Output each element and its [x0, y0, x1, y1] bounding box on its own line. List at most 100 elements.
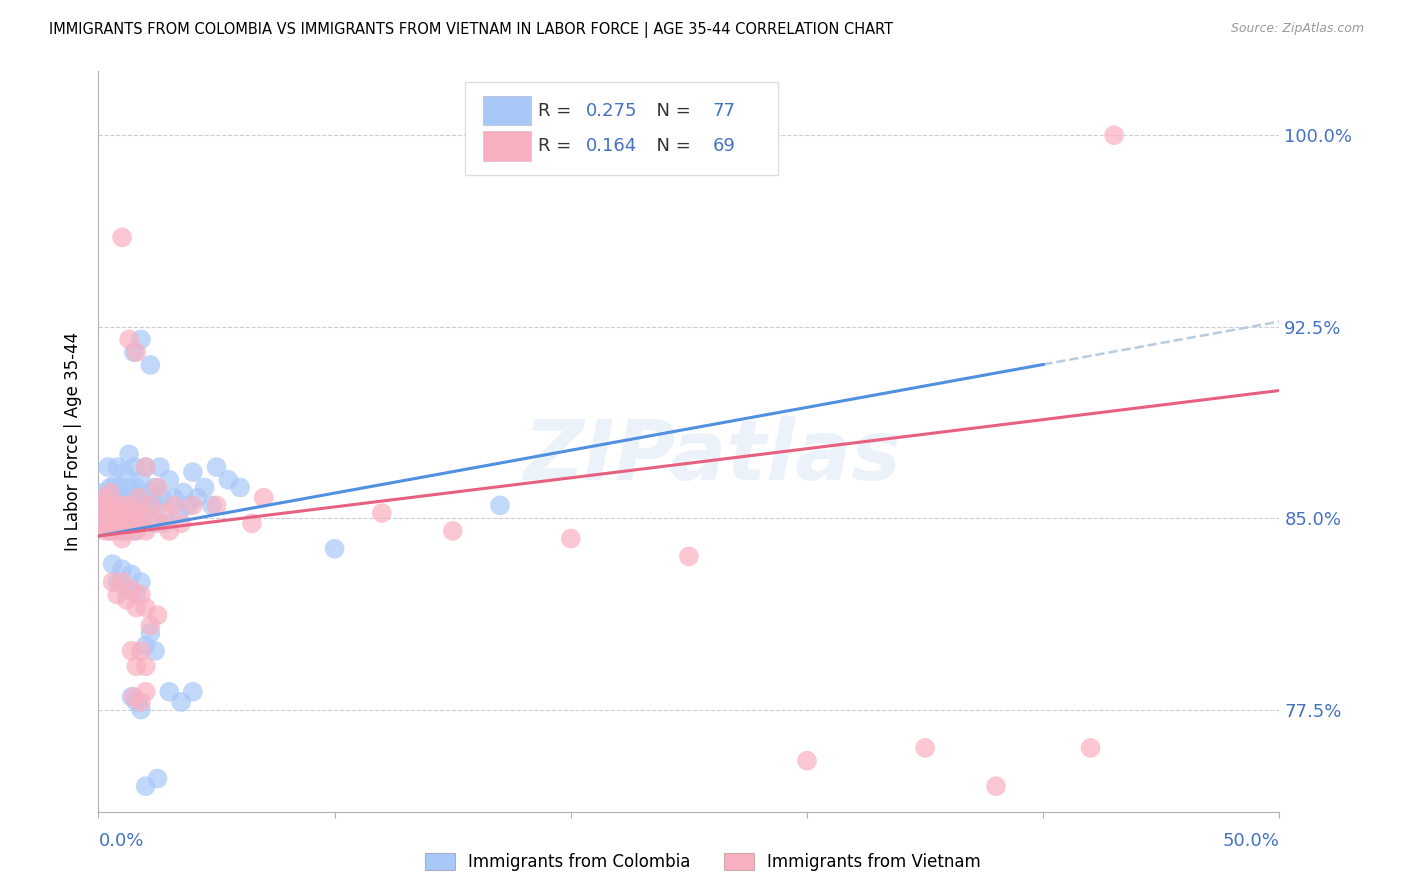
Point: [111, 524, 134, 538]
Point: [125, 600, 148, 615]
Point: [143, 481, 166, 495]
Point: [135, 779, 157, 793]
Point: [121, 516, 143, 531]
Point: [135, 659, 157, 673]
Point: [98, 481, 121, 495]
Point: [91, 499, 114, 513]
Point: [97, 506, 120, 520]
Point: [205, 499, 228, 513]
FancyBboxPatch shape: [484, 95, 530, 126]
Point: [104, 524, 127, 538]
Text: IMMIGRANTS FROM COLOMBIA VS IMMIGRANTS FROM VIETNAM IN LABOR FORCE | AGE 35-44 C: IMMIGRANTS FROM COLOMBIA VS IMMIGRANTS F…: [49, 22, 893, 38]
Point: [170, 695, 193, 709]
Point: [118, 333, 141, 347]
Point: [157, 684, 180, 698]
Point: [125, 345, 148, 359]
Point: [112, 511, 135, 525]
Point: [105, 588, 128, 602]
Point: [122, 460, 145, 475]
Point: [105, 516, 128, 531]
Point: [136, 499, 159, 513]
Point: [122, 345, 145, 359]
Point: [101, 557, 124, 571]
Text: 0.0%: 0.0%: [98, 832, 143, 850]
Point: [118, 499, 141, 513]
Point: [139, 485, 162, 500]
Point: [94, 524, 117, 538]
Point: [115, 524, 138, 538]
Text: 77: 77: [713, 102, 735, 120]
Point: [157, 524, 180, 538]
Point: [90, 516, 112, 531]
Point: [94, 491, 117, 505]
Point: [142, 516, 165, 531]
Point: [94, 516, 117, 531]
Point: [105, 460, 128, 475]
Point: [129, 644, 152, 658]
Point: [91, 485, 114, 500]
Point: [101, 499, 124, 513]
Point: [253, 491, 276, 505]
Point: [177, 499, 200, 513]
Point: [172, 485, 194, 500]
Point: [115, 592, 138, 607]
Point: [149, 460, 172, 475]
Point: [146, 481, 169, 495]
Point: [129, 333, 152, 347]
Point: [489, 499, 512, 513]
Point: [111, 574, 134, 589]
Text: N =: N =: [645, 137, 697, 155]
Text: N =: N =: [645, 102, 697, 120]
Point: [115, 516, 138, 531]
FancyBboxPatch shape: [464, 82, 778, 175]
Text: 50.0%: 50.0%: [1223, 832, 1279, 850]
Point: [146, 772, 169, 786]
Point: [678, 549, 700, 564]
Point: [371, 506, 394, 520]
Point: [132, 506, 155, 520]
Point: [111, 562, 134, 576]
Point: [111, 532, 134, 546]
Point: [105, 506, 128, 520]
Point: [104, 478, 127, 492]
Point: [129, 516, 152, 531]
Point: [240, 516, 263, 531]
Point: [150, 491, 173, 505]
Point: [112, 491, 135, 505]
Point: [112, 465, 135, 479]
Point: [181, 465, 204, 479]
Point: [101, 511, 124, 525]
Point: [135, 639, 157, 653]
Point: [201, 499, 224, 513]
Point: [170, 516, 193, 531]
Point: [105, 574, 128, 589]
Point: [128, 516, 150, 531]
Point: [229, 481, 252, 495]
Point: [129, 588, 152, 602]
Point: [122, 690, 145, 704]
Point: [101, 499, 124, 513]
Point: [181, 684, 204, 698]
Point: [104, 493, 127, 508]
FancyBboxPatch shape: [484, 131, 530, 161]
Point: [139, 358, 162, 372]
Point: [205, 460, 228, 475]
Point: [121, 582, 143, 597]
Point: [125, 659, 148, 673]
Point: [121, 644, 143, 658]
Point: [129, 703, 152, 717]
Point: [796, 754, 818, 768]
Point: [97, 460, 120, 475]
Point: [163, 491, 186, 505]
Point: [129, 574, 152, 589]
Text: Source: ZipAtlas.com: Source: ZipAtlas.com: [1230, 22, 1364, 36]
Point: [146, 608, 169, 623]
Point: [125, 499, 148, 513]
Point: [91, 499, 114, 513]
Text: 0.275: 0.275: [586, 102, 638, 120]
Point: [121, 690, 143, 704]
Point: [153, 506, 176, 520]
Point: [125, 588, 148, 602]
Point: [139, 618, 162, 632]
Point: [90, 508, 112, 523]
